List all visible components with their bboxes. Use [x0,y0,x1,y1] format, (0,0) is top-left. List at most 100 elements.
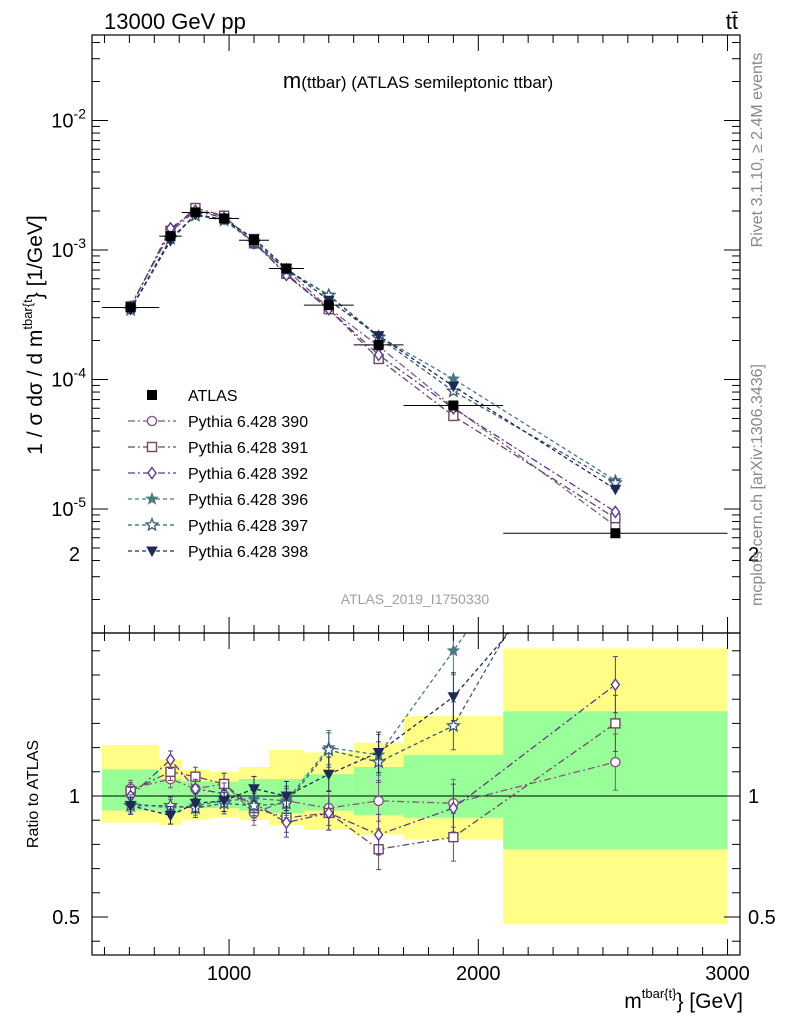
ratio-point-s398-2 [189,798,202,810]
ratio-point-s398-0 [124,801,137,812]
x-tick-label-1: 2000 [456,963,501,985]
ratio-tick-label-left-2: 2 [69,544,80,566]
rivet-label: Rivet 3.1.10, ≥ 2.4M events [749,53,766,248]
process-label: tt̄ [726,9,738,34]
legend-marker-s390 [146,415,158,427]
chart-title: m(ttbar) (ATLAS semileptonic ttbar) [283,68,553,93]
ratio-point-s397-9 [610,439,622,450]
ratio-point-s392-1 [165,753,176,767]
ratio-axis-label: Ratio to ATLAS [25,740,42,848]
ratio-point-s398-5 [280,791,293,803]
legend-marker-s392 [147,466,157,480]
ratio-point-s392-5 [281,815,292,830]
atlas-point-7 [373,339,384,350]
point-s396-8 [446,371,461,385]
x-axis-label: mtbar{t}} [GeV] [624,986,743,1013]
atlas-point-4 [249,235,259,246]
atlas-point-1 [165,231,176,242]
point-s398-9 [609,484,622,496]
y-axis-label-sup: tbar{t [20,299,35,330]
x-tick-label-0: 1000 [207,963,252,985]
ratio-line-s398 [130,633,510,817]
ratio-point-s392-7 [373,828,384,842]
y-axis-label-main: 1 / σ dσ / d m [24,330,47,455]
legend: ATLAS Pythia 6.428 390 Pythia 6.428 391 Pyt… [128,388,308,561]
y-axis-label-unit: } [1/GeV] [24,215,47,299]
legend-marker-s391 [146,441,158,453]
legend-label-atlas: ATLAS [188,388,238,405]
ratio-point-s398-1 [164,810,177,822]
ratio-point-s390-7 [373,795,384,807]
atlas-point-0 [125,302,136,313]
y-tick-exp-2: -3 [74,235,87,251]
x-axis-label-unit: } [GeV] [676,990,743,1013]
ratio-point-s398-8 [447,692,460,703]
energy-label: 13000 GeV pp [104,9,246,34]
y-axis-label: 1 / σ dσ / d mtbar{t} [1/GeV] [20,215,47,455]
legend-marker-s396 [145,491,159,505]
y-tick-label-3: 10-2 [51,106,86,133]
legend-marker-s398 [146,546,158,558]
analysis-label: ATLAS_2019_I1750330 [341,591,490,607]
ratio-point-s396-9 [610,415,621,426]
y-tick-base-2: 10 [51,240,73,262]
ratio-point-s397-4 [246,797,262,813]
atlas-point-3 [219,213,230,224]
ratio-tick-label-left-0: 0.5 [52,907,80,929]
point-s398-7 [372,331,385,342]
ratio-point-s397-6 [321,742,337,757]
legend-label-s390: Pythia 6.428 390 [188,414,308,431]
atlas-point-6 [323,300,334,311]
point-s392-9 [610,505,621,519]
legend-label-s397: Pythia 6.428 397 [188,518,308,535]
ratio-point-s398-6 [322,769,335,781]
y-tick-base-3: 10 [51,111,73,133]
point-s392-7 [373,348,384,362]
legend-marker-s397 [144,517,160,532]
ratio-line-s390 [130,761,616,814]
mcplots-label: mcplots.cern.ch [arXiv:1306.3436] [749,364,766,606]
ratio-tick-label-right-1: 1 [748,786,759,808]
y-tick-exp-0: -5 [74,494,87,510]
ratio-point-s390-9 [610,756,621,768]
ratio-point-s392-8 [448,801,459,815]
ratio-tick-label-right-0: 0.5 [748,907,776,929]
ratio-point-s398-7 [372,747,385,759]
y-tick-exp-3: -2 [74,106,87,122]
ratio-frame [91,632,741,956]
ratio-line-s397 [130,633,508,809]
point-s398-8 [447,381,460,393]
x-axis-label-main: m [624,990,642,1013]
y-tick-label-0: 10-5 [51,494,86,521]
ratio-tick-label-left-1: 1 [69,786,80,808]
chart-title-rest: (ttbar) (ATLAS semileptonic ttbar) [301,73,553,92]
ratio-point-s392-6 [323,806,334,820]
series-line-s392 [130,209,616,513]
chart-title-main: m [283,68,301,93]
y-tick-label-1: 10-4 [51,365,86,392]
legend-label-s392: Pythia 6.428 392 [188,466,308,483]
atlas-point-2 [190,207,201,218]
x-tick-label-2: 3000 [705,963,750,985]
ratio-line-s392 [130,684,616,836]
ratio-point-s391-9 [610,718,621,729]
y-tick-base-0: 10 [51,499,73,521]
legend-label-s398: Pythia 6.428 398 [188,544,308,561]
ratio-point-s392-9 [610,677,621,692]
ratio-point-s391-8 [448,831,459,843]
legend-marker-atlas [147,390,157,400]
atlas-point-9 [610,528,621,539]
main-panel-content [101,202,728,539]
legend-label-s396: Pythia 6.428 396 [188,492,308,509]
y-tick-exp-1: -4 [74,365,87,381]
legend-label-s391: Pythia 6.428 391 [188,440,308,457]
ratio-tick-label-right-2: 2 [748,544,759,566]
atlas-point-8 [448,400,459,411]
y-tick-label-2: 10-3 [51,235,86,262]
series-line-s390 [130,210,616,527]
ratio-point-s396-8 [446,643,461,657]
ratio-panel-content [92,415,740,925]
ratio-point-s398-4 [248,784,260,795]
